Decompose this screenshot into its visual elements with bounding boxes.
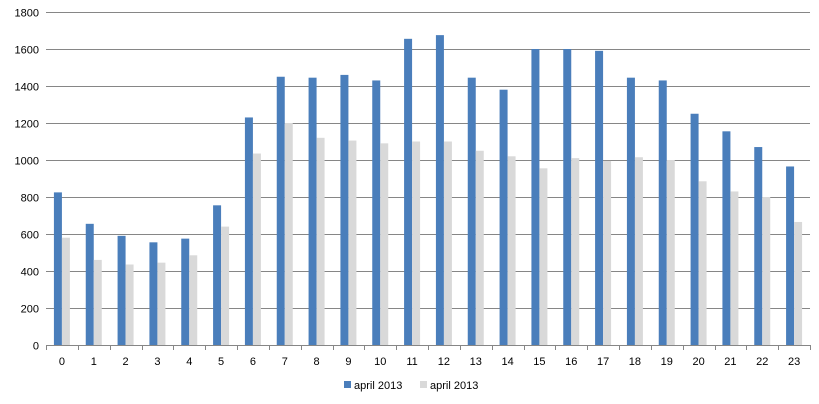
legend: april 2013 april 2013 xyxy=(344,380,478,392)
x-tick-label: 9 xyxy=(345,356,351,368)
legend-swatch-series-2 xyxy=(420,381,427,388)
legend-swatch-series-1 xyxy=(344,381,351,388)
legend-label-series-2: april 2013 xyxy=(430,380,478,392)
x-tick-label: 21 xyxy=(724,356,736,368)
bar-series-2-21 xyxy=(730,191,739,345)
x-tick-label: 23 xyxy=(788,356,800,368)
bar-series-1-21 xyxy=(722,131,731,345)
y-tick-label: 1600 xyxy=(15,45,39,57)
x-tick-label: 10 xyxy=(374,356,386,368)
x-tick-label: 2 xyxy=(123,356,129,368)
bar-series-2-12 xyxy=(443,141,452,345)
bar-series-2-15 xyxy=(539,168,548,345)
bar-series-1-8 xyxy=(308,77,317,346)
y-tick-label: 1000 xyxy=(15,156,39,168)
bar-series-2-23 xyxy=(794,221,803,345)
bar-series-2-2 xyxy=(125,264,134,345)
bar-series-1-14 xyxy=(499,89,508,345)
bar-series-2-10 xyxy=(380,143,389,345)
bar-series-2-11 xyxy=(412,141,421,345)
bars xyxy=(53,35,803,346)
x-tick-label: 1 xyxy=(91,356,97,368)
y-tick-label: 600 xyxy=(21,230,39,242)
x-tick-label: 16 xyxy=(565,356,577,368)
x-tick-label: 15 xyxy=(533,356,545,368)
x-tick-label: 14 xyxy=(501,356,513,368)
bar-series-1-5 xyxy=(213,205,222,345)
x-tick-label: 0 xyxy=(59,356,65,368)
bar-series-2-17 xyxy=(603,160,612,345)
x-tick-label: 12 xyxy=(438,356,450,368)
gridlines xyxy=(46,12,810,309)
bar-series-1-17 xyxy=(595,50,604,345)
bar-series-1-20 xyxy=(690,113,699,345)
bar-series-1-11 xyxy=(404,38,413,345)
x-tick-label: 18 xyxy=(629,356,641,368)
legend-label-series-1: april 2013 xyxy=(354,380,402,392)
bar-series-1-1 xyxy=(85,223,94,345)
bar-series-2-6 xyxy=(252,153,261,345)
bar-series-1-7 xyxy=(276,76,285,345)
x-tick-label: 17 xyxy=(597,356,609,368)
bar-series-1-18 xyxy=(626,77,635,346)
x-tick-label: 11 xyxy=(406,356,417,368)
bar-series-2-20 xyxy=(698,181,707,345)
x-tick-label: 5 xyxy=(218,356,224,368)
x-axis xyxy=(46,345,811,350)
bar-series-1-2 xyxy=(117,235,126,345)
bar-series-2-0 xyxy=(61,237,70,345)
y-tick-label: 1400 xyxy=(15,82,39,94)
y-tick-label: 1200 xyxy=(15,119,39,131)
bar-series-1-10 xyxy=(372,80,381,345)
y-tick-label: 400 xyxy=(21,267,39,279)
bar-series-1-13 xyxy=(467,77,476,346)
bar-series-2-3 xyxy=(157,262,166,345)
x-tick-label: 20 xyxy=(692,356,704,368)
x-axis-tick-labels: 0 1 2 3 4 5 6 7 8 9 10 11 12 13 14 15 16 17 18 19 20 21 22 23 xyxy=(59,356,800,368)
bar-series-2-22 xyxy=(762,197,771,345)
bar-series-2-19 xyxy=(666,160,675,345)
bar-series-1-16 xyxy=(563,49,572,345)
bar-series-2-8 xyxy=(316,137,325,345)
x-tick-label: 3 xyxy=(154,356,160,368)
bar-series-1-23 xyxy=(786,166,795,345)
y-axis-tick-labels: 0 200 400 600 800 1000 1200 1400 1600 1800 xyxy=(15,8,39,353)
bar-series-1-0 xyxy=(53,192,62,346)
x-tick-label: 7 xyxy=(282,356,288,368)
bar-series-2-5 xyxy=(221,226,230,345)
y-tick-label: 800 xyxy=(21,193,39,205)
bar-series-1-4 xyxy=(181,238,190,346)
bar-series-1-15 xyxy=(531,49,540,345)
bar-series-2-16 xyxy=(571,158,580,345)
y-tick-label: 200 xyxy=(21,304,39,316)
bar-series-2-9 xyxy=(348,140,357,345)
bar-series-2-4 xyxy=(189,255,198,345)
bar-series-1-6 xyxy=(244,117,253,345)
y-tick-label: 1800 xyxy=(15,8,39,20)
x-tick-label: 22 xyxy=(756,356,768,368)
y-tick-label: 0 xyxy=(33,341,39,353)
x-tick-label: 8 xyxy=(314,356,320,368)
bar-series-2-7 xyxy=(284,123,293,345)
bar-series-1-12 xyxy=(435,35,444,346)
bar-series-1-3 xyxy=(149,242,158,345)
x-tick-label: 19 xyxy=(661,356,673,368)
x-tick-label: 4 xyxy=(186,356,192,368)
bar-series-1-22 xyxy=(754,147,763,345)
bar-series-2-18 xyxy=(634,157,643,345)
x-tick-label: 13 xyxy=(470,356,482,368)
bar-series-1-9 xyxy=(340,74,349,346)
x-tick-label: 6 xyxy=(250,356,256,368)
bar-series-1-19 xyxy=(658,80,667,345)
bar-series-2-13 xyxy=(475,150,484,345)
bar-series-2-1 xyxy=(93,259,102,345)
bar-series-2-14 xyxy=(507,156,516,345)
